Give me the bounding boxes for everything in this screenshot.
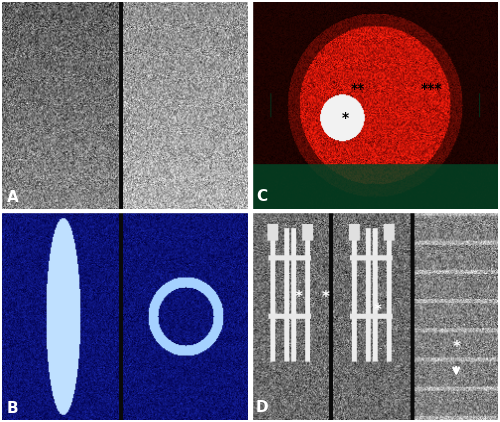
Text: C: C: [256, 189, 267, 204]
Text: A: A: [6, 189, 18, 205]
Text: *: *: [322, 290, 330, 305]
Text: *: *: [342, 111, 349, 125]
Text: ***: ***: [421, 82, 442, 96]
Text: *: *: [374, 303, 382, 318]
Text: D: D: [256, 400, 268, 415]
Text: B: B: [6, 400, 18, 416]
Text: *: *: [294, 290, 302, 305]
Text: **: **: [350, 82, 365, 96]
Text: *: *: [452, 340, 460, 355]
